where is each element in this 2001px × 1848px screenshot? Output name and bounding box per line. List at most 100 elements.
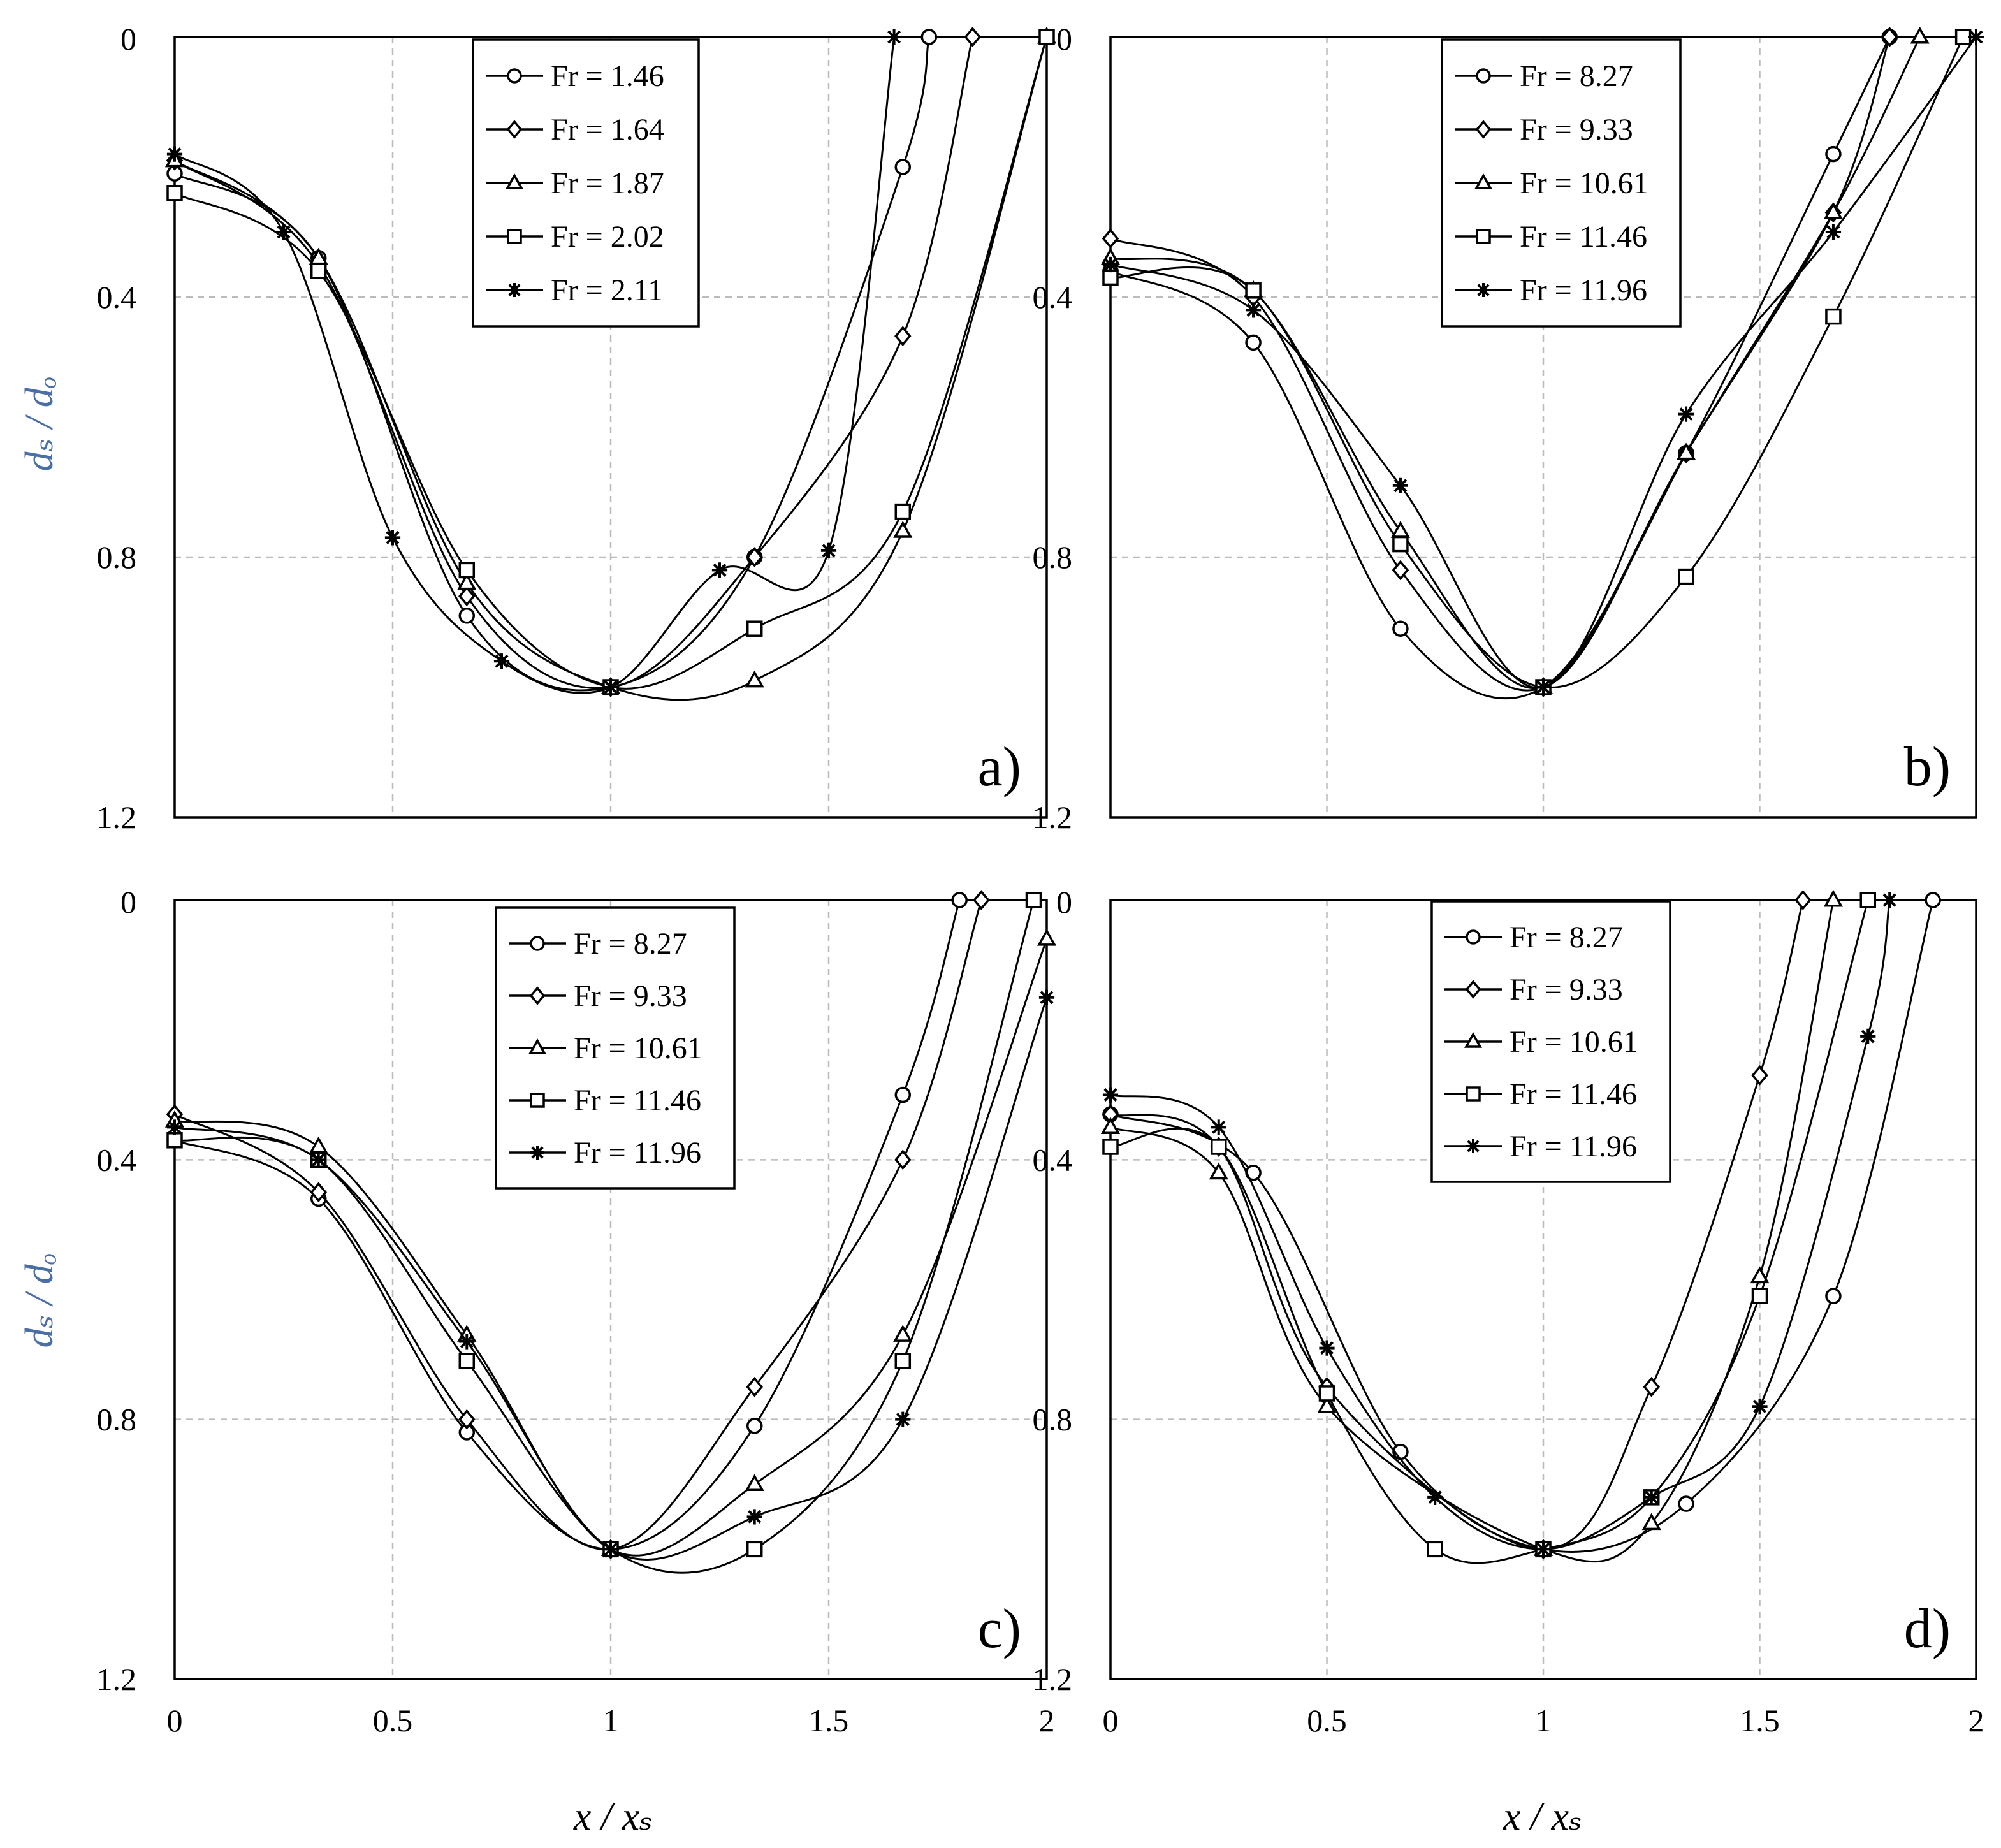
legend-label: Fr = 11.96 [1510,1130,1637,1163]
legend-marker [1476,283,1490,297]
y-tick-label: 0.8 [97,539,137,575]
legend-label: Fr = 8.27 [574,927,687,961]
data-point [1245,334,1262,351]
legend-marker [507,68,522,84]
legend: Fr = 8.27 Fr = 9.33 Fr = 10.61 Fr = 11.46 Fr… [1441,38,1682,328]
data-point [1750,1266,1770,1284]
data-point [1954,29,1972,45]
data-point [1825,145,1842,163]
legend-label: Fr = 2.11 [551,273,663,307]
data-point [1825,1288,1842,1304]
data-point [309,1136,328,1154]
data-point [166,1119,183,1135]
panel-label: b) [1904,736,1951,798]
data-point [1881,27,1898,47]
legend-marker [1466,929,1481,945]
x-tick-label: 0.5 [1307,1703,1347,1738]
legend-item: Fr = 1.87 [486,166,664,200]
legend-marker [530,1093,545,1108]
data-point [1643,1376,1661,1397]
legend-label: Fr = 10.61 [1510,1025,1638,1059]
y-tick-label: 1.2 [97,1661,137,1697]
data-point [166,146,183,162]
data-point [1102,228,1119,249]
data-point [746,547,763,567]
data-point [310,1152,326,1168]
y-tick-label: 1.2 [1033,799,1073,835]
x-tick-label: 0 [167,1703,183,1738]
legend-marker [530,936,545,951]
x-tick-label: 2 [1968,1703,1984,1738]
legend-item: Fr = 11.46 [509,1084,701,1117]
data-point [1100,1117,1121,1134]
y-tick-labels: 0 0.4 0.8 1.2 [1033,884,1073,1697]
series-line [174,899,1035,1574]
data-point [310,263,327,279]
legend-marker [529,986,546,1005]
legend-item: Fr = 9.33 [1455,113,1633,147]
series-5 [166,29,902,695]
legend-marker [1474,173,1492,189]
legend: Fr = 8.27 Fr = 9.33 Fr = 10.61 Fr = 11.46 Fr… [495,906,736,1190]
y-tick-labels: 0 0.4 0.8 1.2 [97,21,137,835]
data-point [602,1541,619,1557]
series-line [1110,899,1835,1563]
data-point [886,29,902,45]
data-point [1211,1119,1226,1135]
legend-item: Fr = 1.64 [486,113,664,147]
data-point [893,1325,913,1342]
data-point [895,1411,911,1427]
y-tick-labels: 0 0.4 0.8 1.2 [97,884,137,1697]
series-5 [1102,892,1898,1557]
y-axis-title-bottom: dₛ / dₒ [18,1253,61,1348]
x-tick-label: 0 [1103,1703,1119,1738]
data-point [1676,442,1696,460]
data-point [711,562,728,578]
x-tick-labels: 0 0.5 1 1.5 2 [167,1703,1055,1738]
series-line [1110,899,1934,1553]
legend-marker [1466,1086,1481,1102]
data-point [1825,224,1842,240]
legend-label: Fr = 11.46 [1510,1077,1637,1111]
data-point [1678,568,1694,585]
data-point [275,224,292,240]
y-tick-label: 0.4 [97,1142,137,1177]
data-point [893,520,913,538]
legend-marker [506,173,523,189]
data-point [1427,1489,1443,1505]
data-point [746,1509,762,1525]
data-point [1859,892,1876,908]
data-point [1102,1087,1119,1103]
legend-item: Fr = 8.27 [1455,59,1633,93]
data-point [1794,890,1812,910]
series-line [174,36,896,694]
data-point [458,608,476,624]
data-point [310,1182,327,1203]
data-point [894,1086,912,1103]
data-point [1910,26,1930,44]
x-tick-label: 1.5 [809,1703,849,1738]
data-point [1318,1385,1335,1402]
legend-label: Fr = 8.27 [1520,59,1633,93]
x-tick-labels: 0 0.5 1 1.5 2 [1103,1703,1984,1738]
y-tick-label: 0.8 [97,1402,137,1437]
data-point [894,159,912,175]
data-point [1317,1396,1337,1413]
x-tick-label: 1.5 [1740,1703,1780,1738]
data-point [1823,889,1844,907]
data-point [1535,1541,1552,1557]
data-point [602,679,619,695]
y-tick-label: 0.8 [1033,539,1073,575]
legend-marker [1466,1139,1480,1153]
legend-item: Fr = 10.61 [1444,1025,1638,1059]
y-tick-label: 0.4 [97,279,137,315]
series-line [174,997,1048,1561]
data-point [1245,282,1262,299]
y-tick-label: 1.2 [1033,1661,1073,1697]
data-point [746,1541,763,1558]
legend-item: Fr = 8.27 [509,927,687,961]
legend-label: Fr = 9.33 [1520,113,1633,147]
x-axis-title-left: x / xₛ [573,1795,653,1838]
